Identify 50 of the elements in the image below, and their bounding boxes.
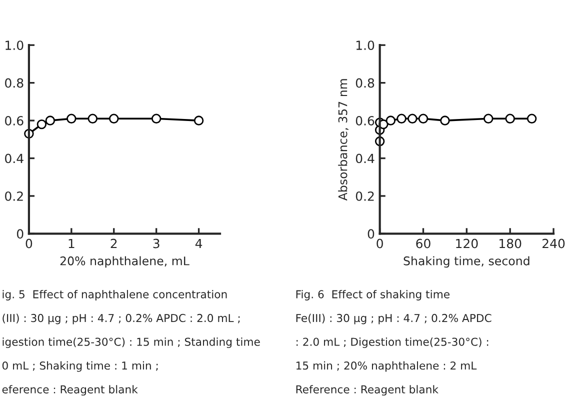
y-tick-label: 0.4 bbox=[5, 154, 24, 164]
x-tick-label: 4 bbox=[195, 238, 202, 248]
point bbox=[88, 114, 98, 124]
point bbox=[418, 114, 428, 124]
x-tick-label: 120 bbox=[456, 238, 478, 248]
text: : 2.0 mL ; Digestion time(25-30°C) : bbox=[296, 338, 488, 348]
text: 15 min ; 20% naphthalene : 2 mL bbox=[296, 361, 477, 372]
y-tick-label: 0.6 bbox=[5, 116, 24, 126]
text: ig. 5 Effect of naphthalene concentration bbox=[2, 290, 227, 300]
y-tick-label: 0.4 bbox=[356, 154, 374, 164]
point bbox=[440, 116, 450, 126]
text: Reference : Reagent blank bbox=[296, 385, 438, 396]
y-tick-label: 0.2 bbox=[356, 191, 374, 201]
x-tick-label: 240 bbox=[542, 238, 565, 248]
point bbox=[194, 116, 204, 126]
x-axis-title: 20% naphthalene, mL bbox=[60, 256, 190, 268]
text: eference : Reagent blank bbox=[2, 385, 138, 396]
point bbox=[386, 116, 396, 126]
x-tick-label: 180 bbox=[500, 238, 522, 248]
x-tick-label: 0 bbox=[376, 238, 383, 248]
point bbox=[151, 114, 162, 124]
point bbox=[66, 114, 76, 124]
y-tick-label: 1.0 bbox=[356, 40, 374, 50]
x-tick-label: 0 bbox=[26, 238, 32, 248]
text: (III) : 30 μg ; pH : 4.7 ; 0.2% APDC : 2.0 mL ; bbox=[2, 314, 240, 324]
point bbox=[36, 119, 47, 130]
y-tick-label: 0.8 bbox=[5, 78, 24, 88]
x-tick-label: 1 bbox=[68, 238, 74, 248]
y-tick-label: 0.6 bbox=[356, 116, 374, 126]
point bbox=[109, 114, 119, 124]
point bbox=[526, 114, 537, 124]
text: Fe(III) : 30 μg ; pH : 4.7 ; 0.2% APDC bbox=[296, 314, 492, 324]
point bbox=[505, 114, 515, 124]
x-tick-label: 60 bbox=[416, 238, 430, 248]
x-tick-label: 2 bbox=[110, 238, 117, 248]
point bbox=[484, 114, 494, 124]
y-tick-label: 0.8 bbox=[356, 78, 374, 88]
caption: Fig. 6 Effect of shaking time bbox=[296, 290, 450, 300]
y-tick-label: 0 bbox=[16, 229, 24, 239]
y-tick-label: 0.2 bbox=[5, 191, 23, 201]
text: igestion time(25-30°C) : 15 min ; Standing time bbox=[2, 338, 260, 348]
point bbox=[396, 114, 406, 124]
point bbox=[45, 116, 56, 126]
y-axis-title: Absorbance, 357 nm bbox=[338, 79, 348, 201]
x-tick-label: 3 bbox=[153, 238, 160, 248]
text: 0 mL ; Shaking time : 1 min ; bbox=[2, 361, 158, 372]
x-axis-title: Shaking time, second bbox=[404, 256, 530, 268]
y-tick-label: 0 bbox=[368, 229, 374, 239]
point bbox=[408, 114, 418, 124]
y-tick-label: 1.0 bbox=[6, 40, 24, 50]
